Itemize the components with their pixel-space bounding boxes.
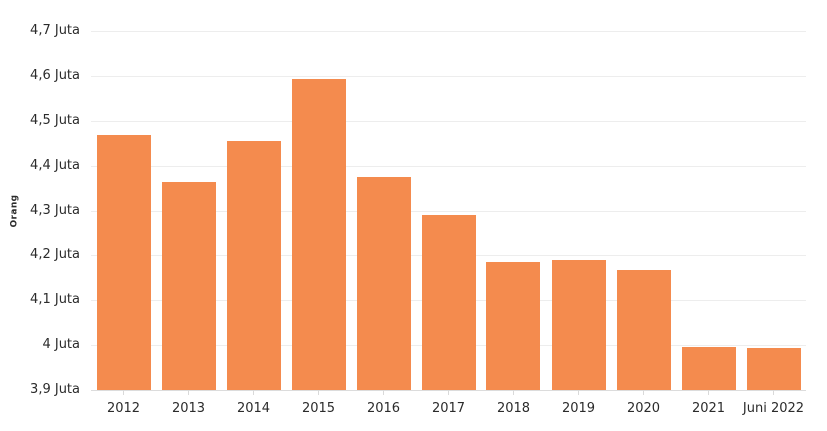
bar-2020[interactable] — [616, 269, 671, 390]
gridline — [91, 210, 806, 212]
x-tick-label: 2016 — [366, 401, 401, 416]
x-tick-label: 2018 — [496, 401, 531, 416]
y-tick-label: 4,6 Juta — [30, 67, 80, 83]
x-tick-label: 2012 — [106, 401, 141, 416]
bar-2017[interactable] — [421, 215, 476, 390]
plot-area — [91, 31, 806, 395]
x-tick-label: 2021 — [691, 401, 726, 416]
gridline — [91, 165, 806, 167]
x-tick-label: 2017 — [431, 401, 466, 416]
x-axis-tick — [383, 390, 384, 395]
bar-2018[interactable] — [486, 261, 541, 390]
bar-2014[interactable] — [226, 140, 281, 390]
x-tick-label: 2013 — [171, 401, 206, 416]
x-tick-label: 2014 — [236, 401, 271, 416]
x-axis-labels: 2012 2013 2014 2015 2016 2017 2018 2019 2020 2021… — [91, 401, 806, 419]
bar-2021[interactable] — [681, 346, 736, 390]
gridline — [91, 120, 806, 122]
bar-2019[interactable] — [551, 260, 606, 390]
y-tick-label: 4 Juta — [42, 337, 80, 353]
bar-2012[interactable] — [96, 135, 151, 390]
bar-juni-2022[interactable] — [746, 348, 801, 390]
x-axis-tick — [773, 390, 774, 395]
bar-2016[interactable] — [356, 177, 411, 390]
x-axis-tick — [188, 390, 189, 395]
x-tick-label: Juni 2022 — [742, 401, 805, 416]
y-tick-label: 4,1 Juta — [30, 292, 80, 308]
y-tick-label: 4,3 Juta — [30, 202, 80, 218]
x-tick-label: 2020 — [626, 401, 661, 416]
y-tick-label: 4,2 Juta — [30, 247, 80, 263]
y-tick-label: 3,9 Juta — [30, 382, 80, 397]
x-axis-tick — [253, 390, 254, 395]
x-axis-tick — [123, 390, 124, 395]
gridline — [91, 31, 806, 32]
x-axis-tick — [643, 390, 644, 395]
x-axis-tick — [512, 390, 514, 395]
x-tick-label: 2015 — [301, 401, 336, 416]
x-tick-label: 2019 — [561, 401, 596, 416]
x-axis-tick — [708, 390, 709, 395]
x-axis-tick — [318, 390, 319, 395]
x-axis-tick — [448, 390, 449, 395]
y-tick-label: 4,5 Juta — [30, 112, 80, 128]
x-axis-tick — [578, 390, 579, 395]
gridline — [91, 75, 806, 77]
bar-2015[interactable] — [291, 78, 346, 390]
bar-2013[interactable] — [161, 182, 216, 390]
y-tick-label: 4,7 Juta — [30, 23, 80, 38]
y-tick-label: 4,4 Juta — [30, 157, 80, 173]
